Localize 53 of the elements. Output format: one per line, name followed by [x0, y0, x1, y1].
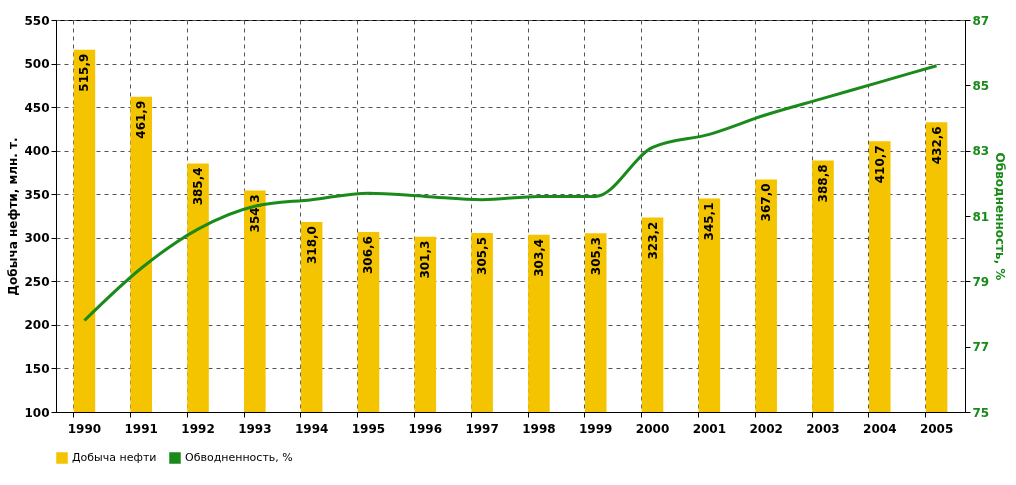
y2-tick-label: 79	[972, 274, 990, 289]
x-tick-label: 1994	[294, 421, 329, 436]
y-tick-label: 200	[24, 318, 50, 333]
x-tick-label: 1992	[181, 421, 215, 436]
x-tick-label: 1993	[238, 421, 272, 436]
y2-tick-label: 83	[972, 144, 990, 159]
legend-label: Добыча нефти	[72, 451, 157, 464]
y-tick-label: 100	[24, 405, 50, 420]
data-label: 388,8	[815, 164, 830, 203]
y-tick-label: 350	[24, 187, 50, 202]
x-tick-label: 1997	[465, 421, 499, 436]
data-label: 432,6	[929, 126, 944, 165]
x-tick-label: 1991	[124, 421, 158, 436]
y2-tick-label: 75	[972, 405, 990, 420]
data-label: 301,3	[418, 240, 433, 279]
data-label: 318,0	[304, 226, 319, 265]
legend-label: Обводненность, %	[185, 451, 293, 464]
data-label: 410,7	[872, 145, 887, 184]
data-label: 461,9	[134, 100, 149, 139]
y-axis-title: Добыча нефти, млн. т.	[6, 137, 21, 296]
x-tick-label: 2002	[749, 421, 783, 436]
y-tick-label: 550	[24, 13, 50, 28]
y-tick-label: 400	[24, 144, 50, 159]
y-tick-label: 450	[24, 100, 50, 115]
data-label: 354,3	[247, 194, 262, 233]
x-tick-label: 1999	[579, 421, 613, 436]
data-label: 385,4	[191, 167, 206, 206]
x-tick-label: 1998	[522, 421, 556, 436]
y-tick-label: 500	[24, 57, 50, 72]
x-tick-label: 2000	[635, 421, 670, 436]
y2-tick-label: 87	[972, 13, 990, 28]
y2-tick-label: 85	[972, 78, 990, 93]
x-tick-label: 2003	[806, 421, 840, 436]
y-tick-label: 250	[24, 274, 50, 289]
data-label: 515,9	[77, 53, 92, 92]
data-label: 323,2	[645, 221, 660, 260]
data-label: 306,6	[361, 236, 376, 274]
x-tick-label: 1996	[408, 421, 442, 436]
data-label: 305,3	[588, 237, 603, 276]
y2-tick-label: 81	[972, 209, 990, 224]
data-label: 367,0	[759, 183, 774, 222]
y-tick-label: 150	[24, 361, 50, 376]
x-tick-label: 2005	[919, 421, 954, 436]
data-label: 305,5	[475, 236, 490, 275]
x-tick-label: 1990	[67, 421, 102, 436]
data-label: 303,4	[531, 238, 546, 277]
x-tick-label: 2001	[692, 421, 727, 436]
y2-axis-title: Обводненность, %	[993, 152, 1008, 281]
x-tick-label: 2004	[863, 421, 897, 436]
x-tick-label: 1995	[351, 421, 386, 436]
y2-tick-label: 77	[972, 340, 990, 355]
data-label: 345,1	[702, 202, 717, 241]
y-tick-label: 300	[24, 231, 50, 246]
